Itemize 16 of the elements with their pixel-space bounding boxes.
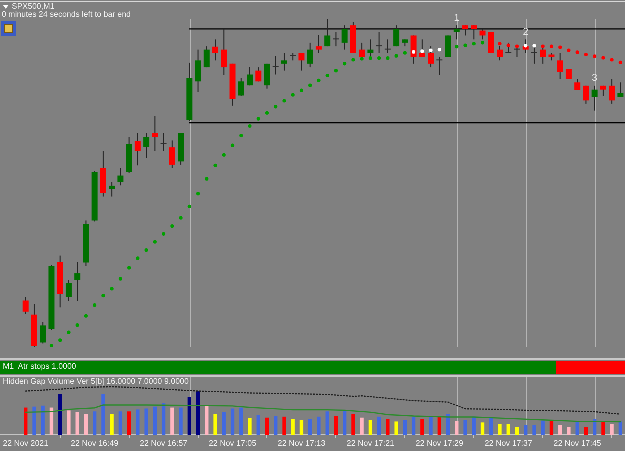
x-tick-label: 22 Nov 2021 [3,439,50,448]
chart-title: SPX500,M1 [12,2,55,11]
x-tick-label: 22 Nov 16:49 [71,439,120,448]
x-tick-label: 22 Nov 17:13 [278,439,326,448]
chart-subtitle: 0 minutes 24 seconds left to bar end [2,10,131,19]
x-tick-label: 22 Nov 17:29 [416,439,464,448]
chart-title: Hidden Gap Volume Ver 5[b] 16.0000 7.0000 9.0000 [3,377,189,386]
annotation: 3 [592,72,598,84]
x-tick-label: 22 Nov 17:21 [346,439,396,448]
x-tick-label: 22 Nov 17:37 [484,439,533,448]
annotation: 2 [523,26,529,38]
x-tick-label: 22 Nov 17:45 [554,439,602,448]
text: M1 Atr stops 1.0000 [3,362,76,371]
x-tick-label: 22 Nov 17:05 [208,439,258,448]
x-tick-label: 22 Nov 16:57 [140,439,188,448]
annotation: 1 [454,12,460,24]
